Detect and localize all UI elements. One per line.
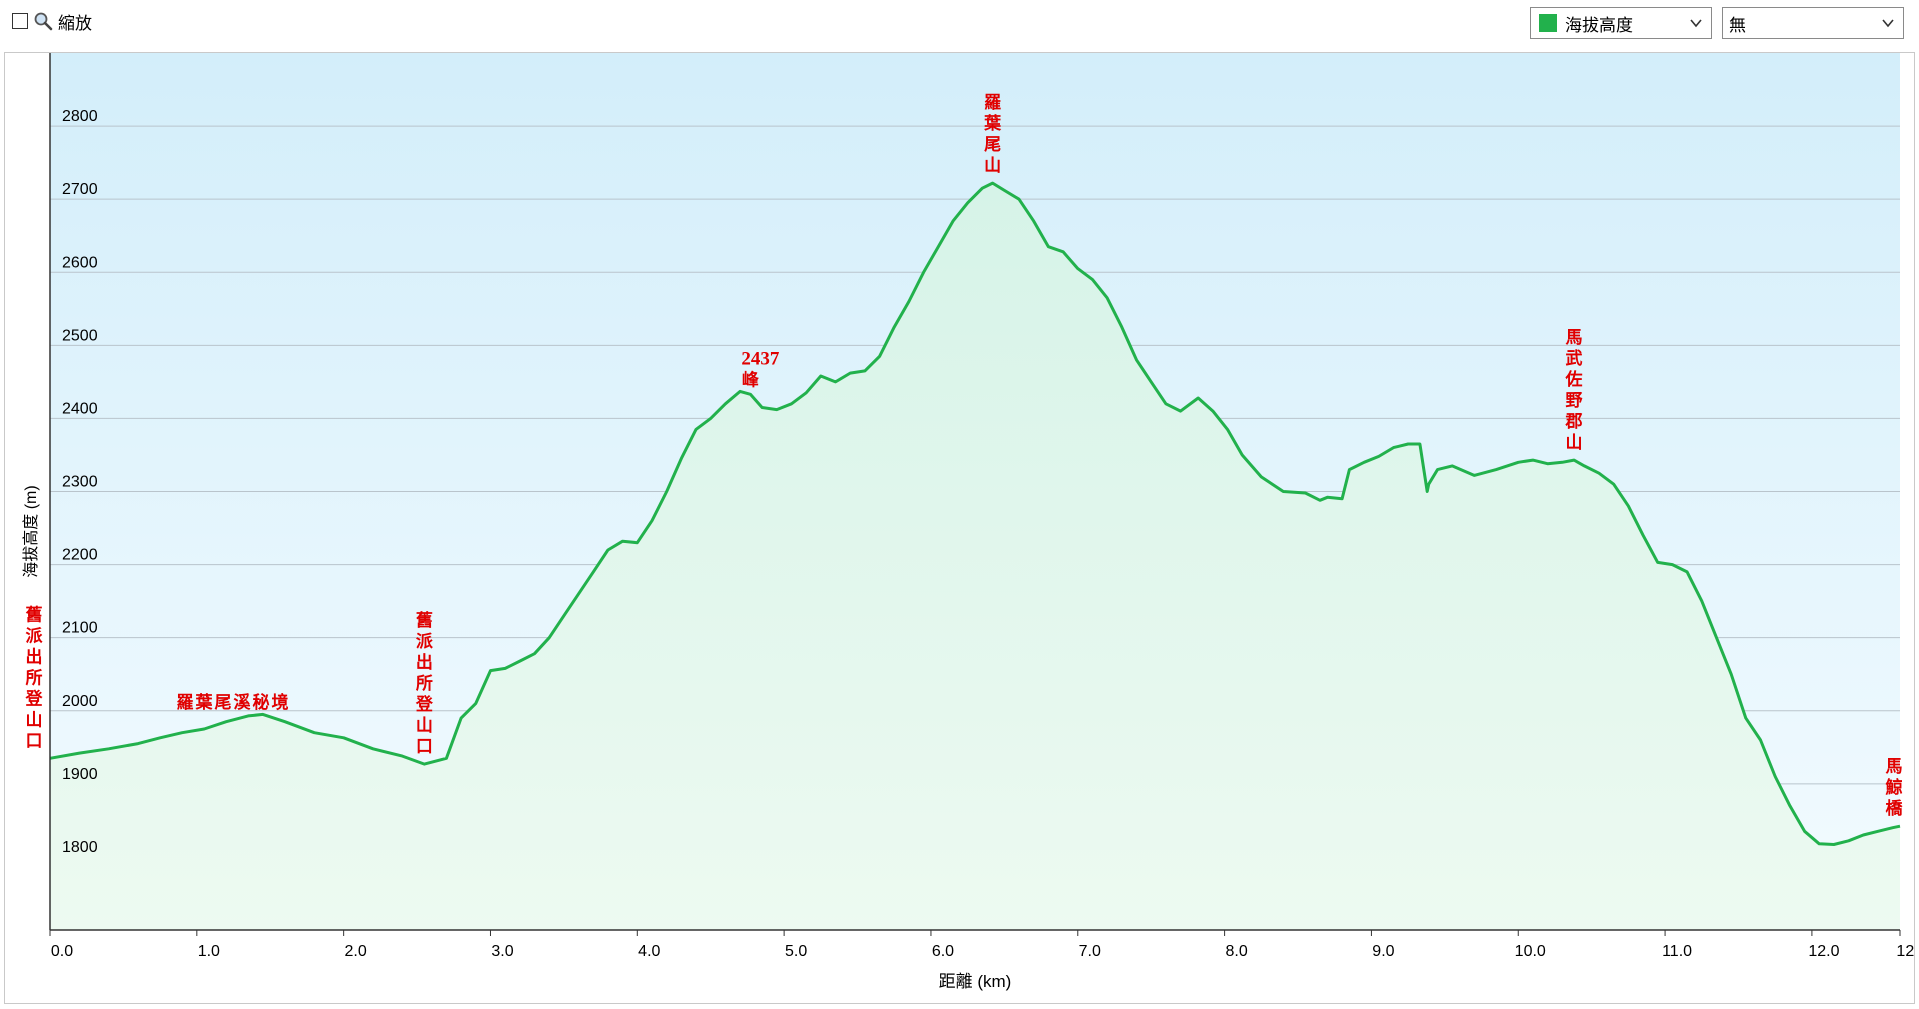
elevation-series-line xyxy=(49,181,1901,846)
y-axis-label: 海拔高度 (m) xyxy=(22,485,40,577)
y-tick-label: 2000 xyxy=(62,693,98,710)
x-axis-label: 距離 (km) xyxy=(939,972,1012,991)
y-axis-tick-labels: 1800 1900 2000 2100 2200 2300 2400 2500 2600 2700… xyxy=(62,108,98,856)
series-select[interactable]: 海拔高度 xyxy=(1530,7,1712,39)
waypoint-label: 鯨 xyxy=(1885,777,1903,797)
waypoint-label: 2437 xyxy=(741,348,780,369)
y-tick-label: 2800 xyxy=(62,108,98,125)
waypoint-label: 羅葉尾溪秘境 xyxy=(177,692,291,712)
x-tick-label: 12.6 xyxy=(1896,943,1914,960)
y-tick-label: 2700 xyxy=(62,181,98,198)
waypoint-label: 口 xyxy=(416,737,433,756)
x-tick-label: 4.0 xyxy=(638,943,660,960)
chart-panel: 1800 1900 2000 2100 2200 2300 2400 2500 2600 2700… xyxy=(4,52,1915,1004)
x-tick-label: 3.0 xyxy=(491,943,513,960)
y-tick-label: 1800 xyxy=(62,839,98,856)
waypoint-label: 派 xyxy=(416,632,434,651)
y-tick-label: 2400 xyxy=(62,400,98,417)
x-tick-label: 8.0 xyxy=(1225,943,1247,960)
magnifier-icon xyxy=(34,12,53,31)
waypoint-label: 馬 xyxy=(1886,757,1903,776)
x-axis-tick-labels: 0.0 1.0 2.0 3.0 4.0 5.0 6.0 7.0 8.0 9.0 10.0 11.0 12… xyxy=(51,943,1914,960)
compare-select[interactable]: 無 xyxy=(1722,7,1904,39)
x-tick-label: 5.0 xyxy=(785,943,807,960)
waypoint-label: 所 xyxy=(26,668,43,687)
waypoint-label: 峰 xyxy=(742,369,760,389)
chevron-down-icon xyxy=(1690,19,1702,28)
waypoint-label: 出 xyxy=(26,646,43,666)
waypoint-label: 山 xyxy=(1566,433,1583,452)
waypoint-label: 尾 xyxy=(984,135,1001,154)
waypoint-label: 山 xyxy=(416,716,433,735)
waypoint-label: 郡 xyxy=(1565,412,1583,431)
y-tick-label: 2600 xyxy=(62,254,98,271)
x-tick-label: 1.0 xyxy=(198,943,220,960)
waypoint-label: 派 xyxy=(26,626,44,645)
series-color-swatch xyxy=(1539,14,1557,32)
waypoint-label: 舊 xyxy=(416,610,433,630)
waypoint-label: 出 xyxy=(416,652,433,672)
waypoint-label: 登 xyxy=(415,694,434,714)
x-tick-label: 9.0 xyxy=(1372,943,1394,960)
chevron-down-icon xyxy=(1882,19,1894,28)
x-tick-label: 10.0 xyxy=(1515,943,1546,960)
elevation-chart: 1800 1900 2000 2100 2200 2300 2400 2500 2600 2700… xyxy=(22,53,1914,991)
waypoint-label: 葉 xyxy=(983,113,1002,133)
x-tick-label: 12.0 xyxy=(1808,943,1839,960)
x-tick-label: 0.0 xyxy=(51,943,73,960)
toolbar: 縮放 海拔高度 無 xyxy=(0,0,1919,46)
waypoint-label: 佐 xyxy=(1565,369,1583,389)
waypoint-label: 登 xyxy=(25,688,44,708)
y-tick-label: 1900 xyxy=(62,766,98,783)
x-tick-label: 2.0 xyxy=(345,943,367,960)
zoom-toggle[interactable]: 縮放 xyxy=(12,10,92,33)
waypoint-label: 馬 xyxy=(1566,328,1583,347)
zoom-label: 縮放 xyxy=(58,13,92,33)
y-tick-label: 2500 xyxy=(62,327,98,344)
waypoint-label: 口 xyxy=(26,731,43,750)
zoom-checkbox[interactable] xyxy=(12,13,28,29)
waypoint-label: 橋 xyxy=(1886,798,1904,818)
x-tick-label: 6.0 xyxy=(932,943,954,960)
waypoint-label: 舊 xyxy=(26,604,43,624)
compare-select-value: 無 xyxy=(1729,15,1746,35)
axes xyxy=(49,53,1901,936)
y-tick-label: 2300 xyxy=(62,474,98,491)
waypoint-label: 羅 xyxy=(984,93,1001,112)
waypoint-label: 武 xyxy=(1566,348,1583,368)
series-select-value: 海拔高度 xyxy=(1565,15,1633,35)
waypoint-label: 山 xyxy=(26,710,43,729)
x-tick-label: 11.0 xyxy=(1662,943,1692,960)
waypoint-label: 野 xyxy=(1566,391,1583,410)
y-tick-label: 2200 xyxy=(62,547,98,564)
y-tick-label: 2100 xyxy=(62,620,98,637)
x-tick-label: 7.0 xyxy=(1079,943,1101,960)
waypoint-label: 山 xyxy=(984,156,1001,175)
waypoint-label: 所 xyxy=(416,674,433,693)
elevation-area-fill xyxy=(50,183,1900,931)
